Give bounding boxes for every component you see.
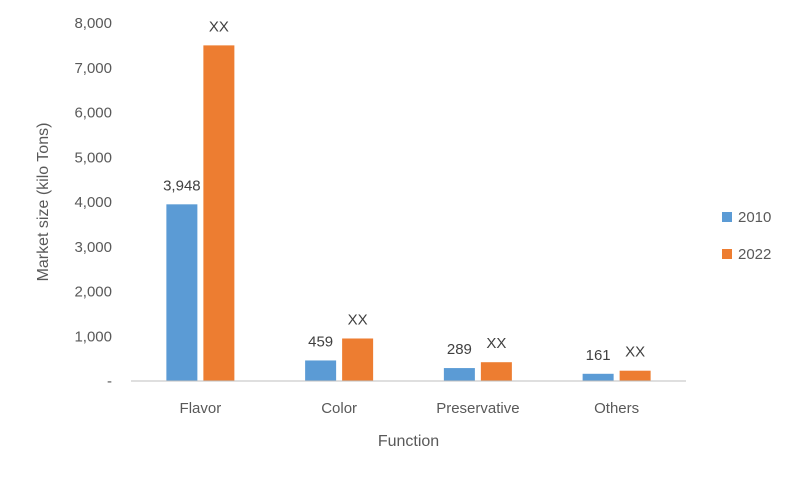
- y-tick-label: 3,000: [74, 239, 112, 256]
- bar: [619, 370, 651, 381]
- legend-swatch: [722, 212, 732, 222]
- data-label: 459: [308, 333, 333, 350]
- legend-swatch: [722, 249, 732, 259]
- y-tick-label: 8,000: [74, 15, 112, 32]
- bar: [166, 204, 198, 381]
- y-tick-label: 1,000: [74, 328, 112, 345]
- data-label: XX: [625, 344, 645, 361]
- y-axis-title: Market size (kilo Tons): [35, 123, 52, 282]
- bar: [443, 368, 475, 381]
- bar: [305, 360, 337, 381]
- x-tick-label: Color: [321, 400, 357, 417]
- bar: [582, 373, 614, 381]
- y-tick-label: 7,000: [74, 60, 112, 77]
- bar: [480, 362, 512, 381]
- legend-label: 2022: [738, 246, 771, 263]
- data-label: XX: [486, 335, 506, 352]
- category-labels: Flavor Color Preservative Others: [180, 400, 640, 417]
- data-labels: 3,948 XX 459 XX 289 XX 161 XX: [163, 18, 645, 363]
- y-axis-ticks: - 1,000 2,000 3,000 4,000 5,000 6,000 7,000 8,00…: [74, 15, 112, 390]
- legend-label: 2010: [738, 209, 771, 226]
- y-tick-label: 5,000: [74, 149, 112, 166]
- data-label: 289: [447, 341, 472, 358]
- y-tick-label: 6,000: [74, 105, 112, 122]
- bars: [166, 45, 651, 381]
- x-tick-label: Others: [594, 400, 639, 417]
- bar: [342, 338, 374, 381]
- x-tick-label: Preservative: [436, 400, 519, 417]
- bar: [203, 45, 235, 381]
- x-axis-title: Function: [378, 433, 439, 450]
- y-tick-label: -: [107, 373, 112, 390]
- data-label: 161: [586, 347, 611, 364]
- data-label: XX: [209, 18, 229, 35]
- data-label: XX: [348, 311, 368, 328]
- data-label: 3,948: [163, 177, 201, 194]
- legend: 2010 2022: [722, 209, 771, 263]
- x-tick-label: Flavor: [180, 400, 222, 417]
- y-tick-label: 4,000: [74, 194, 112, 211]
- y-tick-label: 2,000: [74, 284, 112, 301]
